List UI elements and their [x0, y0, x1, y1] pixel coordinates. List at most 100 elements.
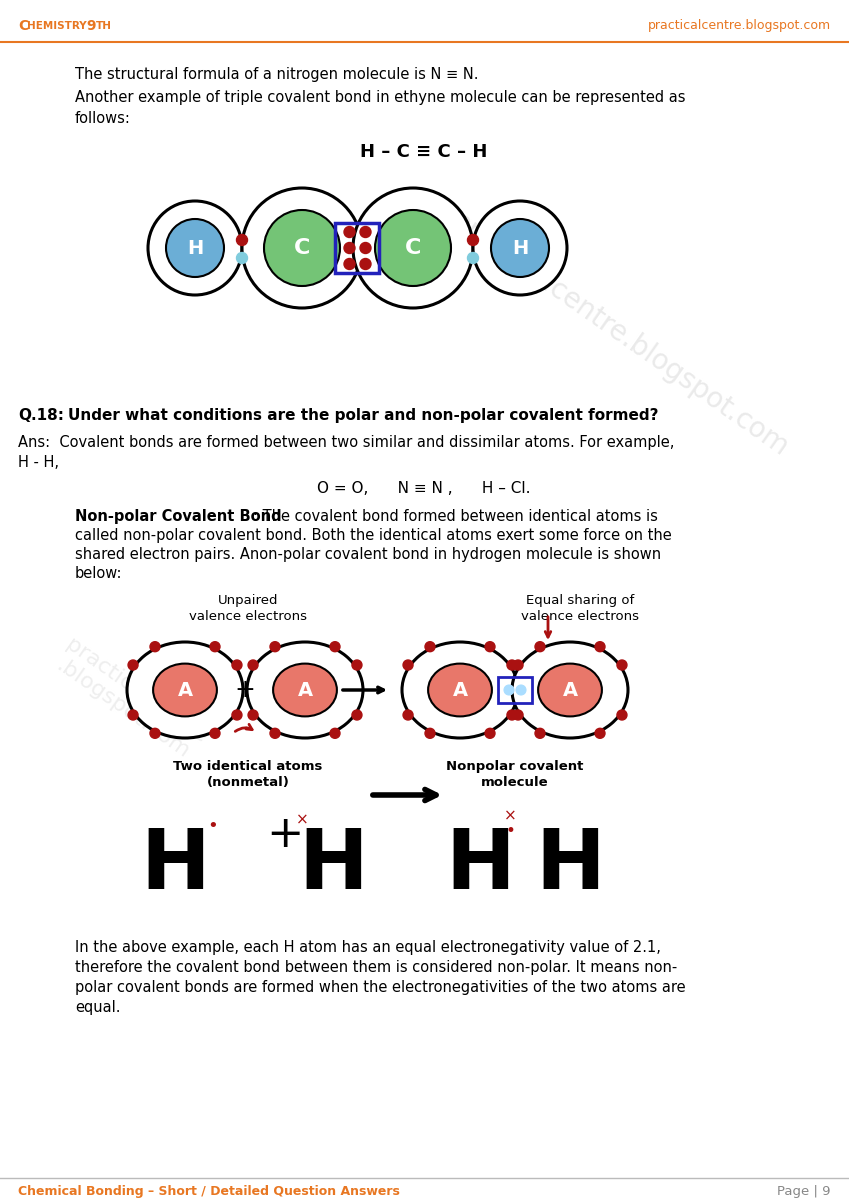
Circle shape	[128, 710, 138, 720]
Circle shape	[403, 710, 413, 720]
Text: Another example of triple covalent bond in ethyne molecule can be represented as: Another example of triple covalent bond …	[75, 90, 685, 105]
Text: •: •	[505, 822, 515, 840]
Text: TH: TH	[96, 20, 112, 31]
Circle shape	[232, 710, 242, 720]
Text: H: H	[187, 238, 203, 257]
Text: Page | 9: Page | 9	[778, 1185, 831, 1198]
Circle shape	[617, 710, 627, 720]
Circle shape	[360, 258, 371, 269]
Text: C: C	[294, 238, 310, 258]
Text: 9: 9	[82, 19, 97, 32]
Text: •: •	[207, 817, 217, 835]
Circle shape	[360, 243, 371, 254]
Text: Equal sharing of
valence electrons: Equal sharing of valence electrons	[521, 594, 639, 623]
Circle shape	[595, 642, 605, 651]
Text: H: H	[535, 825, 604, 906]
Circle shape	[210, 728, 220, 738]
Circle shape	[513, 710, 523, 720]
Ellipse shape	[247, 642, 363, 738]
Text: H – C ≡ C – H: H – C ≡ C – H	[360, 143, 487, 161]
Bar	[498, 677, 532, 703]
Text: H: H	[298, 825, 368, 906]
Circle shape	[344, 258, 355, 269]
Circle shape	[360, 226, 371, 238]
Text: A: A	[562, 680, 577, 700]
Text: shared electron pairs. Anon-polar covalent bond in hydrogen molecule is shown: shared electron pairs. Anon-polar covale…	[75, 547, 661, 563]
Text: Two identical atoms
(nonmetal): Two identical atoms (nonmetal)	[173, 760, 323, 789]
Text: H: H	[445, 825, 514, 906]
Text: Non-polar Covalent Bond: Non-polar Covalent Bond	[75, 508, 282, 524]
Circle shape	[485, 642, 495, 651]
Circle shape	[264, 210, 340, 286]
Circle shape	[248, 660, 258, 670]
Text: practicalcentre.blogspot.com: practicalcentre.blogspot.com	[446, 207, 794, 463]
Circle shape	[535, 728, 545, 738]
Text: practicalcentre.blogspot.com: practicalcentre.blogspot.com	[648, 19, 831, 32]
Text: HEMISTRY: HEMISTRY	[27, 20, 87, 31]
Circle shape	[468, 234, 479, 245]
Circle shape	[344, 243, 355, 254]
Circle shape	[330, 642, 340, 651]
Circle shape	[516, 685, 526, 695]
Text: +: +	[234, 678, 256, 702]
Circle shape	[535, 642, 545, 651]
Circle shape	[270, 642, 280, 651]
Circle shape	[330, 728, 340, 738]
Circle shape	[353, 188, 473, 308]
Circle shape	[237, 234, 248, 245]
Circle shape	[344, 226, 355, 238]
Text: A: A	[297, 680, 312, 700]
Circle shape	[148, 201, 242, 294]
Circle shape	[375, 210, 451, 286]
Text: Under what conditions are the polar and non-polar covalent formed?: Under what conditions are the polar and …	[68, 407, 659, 423]
Circle shape	[473, 201, 567, 294]
Circle shape	[352, 660, 362, 670]
Text: follows:: follows:	[75, 111, 131, 126]
Circle shape	[468, 252, 479, 263]
Text: The structural formula of a nitrogen molecule is N ≡ N.: The structural formula of a nitrogen mol…	[75, 67, 479, 82]
Bar	[335, 224, 380, 273]
Ellipse shape	[538, 664, 602, 716]
Circle shape	[128, 660, 138, 670]
Ellipse shape	[153, 664, 216, 716]
Circle shape	[150, 728, 160, 738]
Ellipse shape	[512, 642, 628, 738]
Text: H: H	[512, 238, 528, 257]
Circle shape	[352, 710, 362, 720]
Text: below:: below:	[75, 566, 122, 581]
Circle shape	[485, 728, 495, 738]
Circle shape	[210, 642, 220, 651]
Text: equal.: equal.	[75, 1000, 121, 1014]
Text: C: C	[405, 238, 421, 258]
Text: C: C	[18, 19, 28, 32]
Text: In the above example, each H atom has an equal electronegativity value of 2.1,: In the above example, each H atom has an…	[75, 940, 661, 956]
Circle shape	[403, 660, 413, 670]
Text: called non-polar covalent bond. Both the identical atoms exert some force on the: called non-polar covalent bond. Both the…	[75, 528, 672, 543]
Text: ×: ×	[503, 808, 516, 823]
Circle shape	[232, 660, 242, 670]
Ellipse shape	[402, 642, 518, 738]
Circle shape	[595, 728, 605, 738]
Ellipse shape	[428, 664, 492, 716]
Text: Q.18:: Q.18:	[18, 407, 64, 423]
Text: : The covalent bond formed between identical atoms is: : The covalent bond formed between ident…	[253, 508, 658, 524]
Text: H - H,: H - H,	[18, 456, 59, 470]
Text: O = O,      N ≡ N ,      H – Cl.: O = O, N ≡ N , H – Cl.	[318, 481, 531, 496]
Circle shape	[507, 660, 517, 670]
Circle shape	[425, 728, 435, 738]
Text: Unpaired
valence electrons: Unpaired valence electrons	[189, 594, 307, 623]
Circle shape	[617, 660, 627, 670]
Circle shape	[150, 642, 160, 651]
Circle shape	[270, 728, 280, 738]
Circle shape	[242, 188, 362, 308]
Ellipse shape	[273, 664, 337, 716]
Text: polar covalent bonds are formed when the electronegativities of the two atoms ar: polar covalent bonds are formed when the…	[75, 980, 686, 995]
Text: Chemical Bonding – Short / Detailed Question Answers: Chemical Bonding – Short / Detailed Ques…	[18, 1185, 400, 1198]
Circle shape	[166, 219, 224, 276]
Ellipse shape	[127, 642, 243, 738]
Text: Ans:  Covalent bonds are formed between two similar and dissimilar atoms. For ex: Ans: Covalent bonds are formed between t…	[18, 435, 674, 450]
Circle shape	[248, 710, 258, 720]
Text: practicalcentre
.blogspot.com: practicalcentre .blogspot.com	[49, 635, 211, 766]
Text: A: A	[177, 680, 193, 700]
Circle shape	[504, 685, 514, 695]
